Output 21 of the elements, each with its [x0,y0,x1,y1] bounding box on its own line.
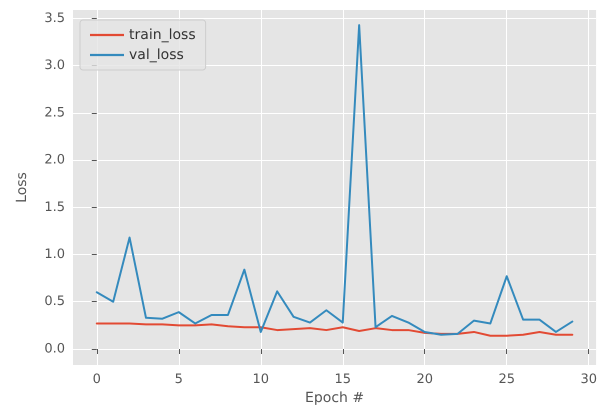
x-tick-label: 30 [580,372,597,387]
x-tick-label: 10 [252,372,270,387]
y-tick-label: 2.5 [44,105,65,120]
x-tick-label: 15 [334,372,352,387]
x-tick-label: 5 [174,372,183,387]
y-tick-label: 2.0 [44,152,65,168]
y-tick-label: 0.5 [44,294,65,310]
y-tick-label: 3.0 [44,58,65,74]
line-series [96,322,574,337]
x-tick-label: 0 [92,372,101,387]
x-tick-label: 20 [416,372,434,387]
x-axis-title: Epoch # [305,390,364,406]
legend-label: val_loss [129,47,184,63]
line-series [96,24,574,336]
y-tick-label: 3.5 [44,10,65,26]
y-tick-label: 1.0 [44,247,65,262]
y-tick-label: 0.0 [44,341,65,356]
y-axis-title: Loss [14,172,30,203]
legend-label: train_loss [129,27,196,43]
y-tick-label: 1.5 [44,200,65,215]
x-tick-label: 25 [498,372,516,387]
